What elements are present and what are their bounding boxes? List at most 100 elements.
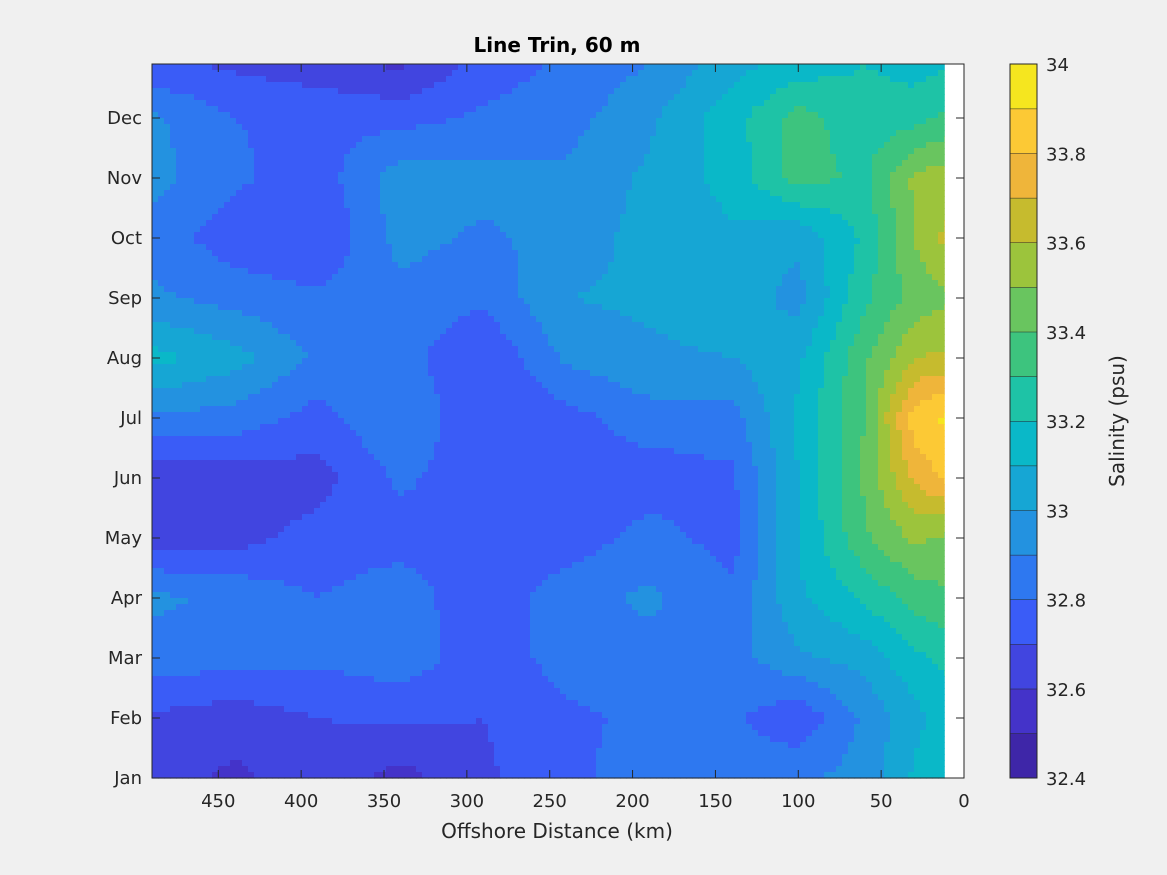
salinity-cell [914, 178, 921, 185]
salinity-cell [164, 118, 171, 125]
salinity-cell [176, 100, 183, 107]
salinity-cell [266, 70, 273, 77]
salinity-cell [752, 190, 759, 197]
salinity-cell [764, 142, 771, 149]
salinity-cell [542, 244, 549, 251]
salinity-cell [602, 250, 609, 257]
salinity-cell [308, 256, 315, 263]
salinity-cell [152, 238, 159, 245]
salinity-cell [566, 208, 573, 215]
salinity-cell [410, 286, 417, 293]
salinity-cell [878, 82, 885, 89]
salinity-cell [404, 88, 411, 95]
salinity-cell [572, 286, 579, 293]
salinity-cell [488, 130, 495, 137]
salinity-cell [704, 166, 711, 173]
salinity-cell [806, 82, 813, 89]
salinity-cell [812, 124, 819, 131]
salinity-cell [440, 154, 447, 161]
salinity-cell [422, 244, 429, 251]
salinity-cell [326, 88, 333, 95]
salinity-cell [512, 64, 519, 71]
salinity-cell [764, 82, 771, 89]
salinity-cell [758, 202, 765, 209]
salinity-cell [536, 274, 543, 281]
salinity-cell [902, 190, 909, 197]
salinity-cell [752, 70, 759, 77]
salinity-cell [764, 238, 771, 245]
salinity-cell [290, 124, 297, 131]
salinity-cell [938, 166, 945, 173]
salinity-cell [248, 142, 255, 149]
salinity-cell [242, 280, 249, 287]
salinity-cell [914, 130, 921, 137]
salinity-cell [938, 100, 945, 107]
salinity-cell [632, 190, 639, 197]
salinity-cell [278, 244, 285, 251]
salinity-cell [206, 94, 213, 101]
salinity-cell [152, 112, 159, 119]
salinity-cell [272, 124, 279, 131]
salinity-cell [464, 154, 471, 161]
salinity-cell [770, 262, 777, 269]
salinity-cell [230, 64, 237, 71]
salinity-cell [944, 280, 945, 287]
salinity-cell [626, 148, 633, 155]
salinity-cell [428, 280, 435, 287]
salinity-cell [410, 202, 417, 209]
salinity-cell [506, 118, 513, 125]
salinity-cell [920, 172, 927, 179]
salinity-cell [428, 262, 435, 269]
salinity-cell [164, 172, 171, 179]
salinity-cell [218, 274, 225, 281]
salinity-cell [632, 148, 639, 155]
salinity-cell [692, 142, 699, 149]
salinity-cell [404, 250, 411, 257]
salinity-cell [926, 154, 933, 161]
salinity-cell [908, 184, 915, 191]
salinity-cell [932, 160, 939, 167]
salinity-cell [824, 166, 831, 173]
salinity-cell [476, 280, 483, 287]
salinity-cell [866, 160, 873, 167]
salinity-cell [734, 142, 741, 149]
salinity-cell [644, 262, 651, 269]
salinity-cell [686, 118, 693, 125]
salinity-cell [206, 106, 213, 113]
salinity-cell [836, 106, 843, 113]
salinity-cell [830, 88, 837, 95]
salinity-cell [848, 154, 855, 161]
salinity-cell [368, 106, 375, 113]
salinity-cell [410, 88, 417, 95]
salinity-cell [260, 214, 267, 221]
salinity-cell [878, 208, 885, 215]
salinity-cell [758, 142, 765, 149]
salinity-cell [476, 94, 483, 101]
salinity-cell [740, 226, 747, 233]
salinity-cell [482, 82, 489, 89]
salinity-cell [506, 130, 513, 137]
salinity-cell [500, 94, 507, 101]
salinity-cell [872, 280, 879, 287]
salinity-cell [680, 190, 687, 197]
salinity-cell [848, 178, 855, 185]
salinity-cell [584, 154, 591, 161]
salinity-cell [254, 238, 261, 245]
salinity-cell [260, 262, 267, 269]
salinity-cell [326, 94, 333, 101]
salinity-cell [464, 202, 471, 209]
salinity-cell [722, 112, 729, 119]
salinity-cell [728, 184, 735, 191]
salinity-cell [698, 82, 705, 89]
salinity-cell [248, 286, 255, 293]
salinity-cell [470, 226, 477, 233]
salinity-cell [506, 148, 513, 155]
salinity-cell [410, 274, 417, 281]
salinity-cell [410, 208, 417, 215]
salinity-cell [260, 166, 267, 173]
salinity-cell [938, 274, 945, 281]
salinity-cell [284, 166, 291, 173]
salinity-cell [944, 196, 945, 203]
salinity-cell [368, 244, 375, 251]
salinity-cell [782, 106, 789, 113]
